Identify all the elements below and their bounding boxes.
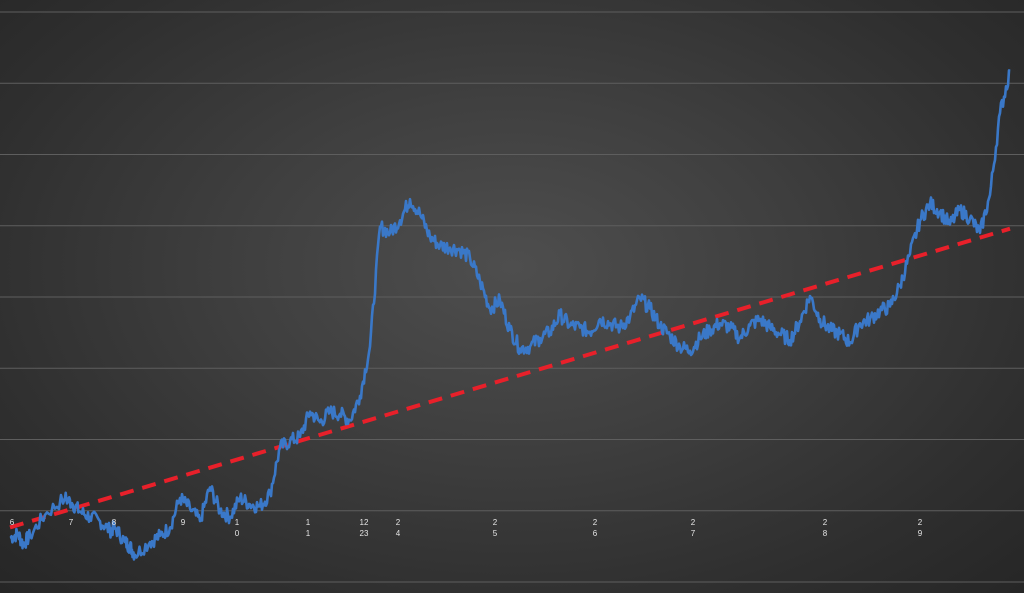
x-tick-label: 6 — [10, 518, 15, 527]
x-tick-label: 5 — [493, 529, 498, 538]
x-tick-label: 4 — [396, 529, 401, 538]
x-tick-label: 2 — [823, 518, 828, 527]
x-tick-label: 23 — [360, 529, 369, 538]
x-tick-label: 1 — [306, 518, 311, 527]
x-tick-label: 2 — [396, 518, 401, 527]
trendline-layer — [9, 226, 1011, 530]
x-tick-label: 2 — [918, 518, 923, 527]
x-tick-label: 2 — [593, 518, 598, 527]
price-series-line — [9, 69, 1011, 561]
series-layer — [9, 69, 1011, 561]
x-tick-label: 2 — [493, 518, 498, 527]
x-tick-label: 1 — [235, 518, 240, 527]
x-tick-label: 8 — [823, 529, 828, 538]
x-tick-label: 0 — [235, 529, 240, 538]
x-tick-label: 2 — [691, 518, 696, 527]
x-tick-label: 9 — [918, 529, 923, 538]
x-tick-label: 7 — [691, 529, 696, 538]
gridlines — [0, 11, 1024, 583]
trendline — [9, 226, 1011, 530]
x-tick-label: 12 — [360, 518, 369, 527]
x-tick-label: 1 — [306, 529, 311, 538]
x-tick-label: 9 — [181, 518, 186, 527]
x-tick-label: 7 — [69, 518, 74, 527]
x-tick-label: 8 — [112, 518, 117, 527]
x-tick-label: 6 — [593, 529, 598, 538]
